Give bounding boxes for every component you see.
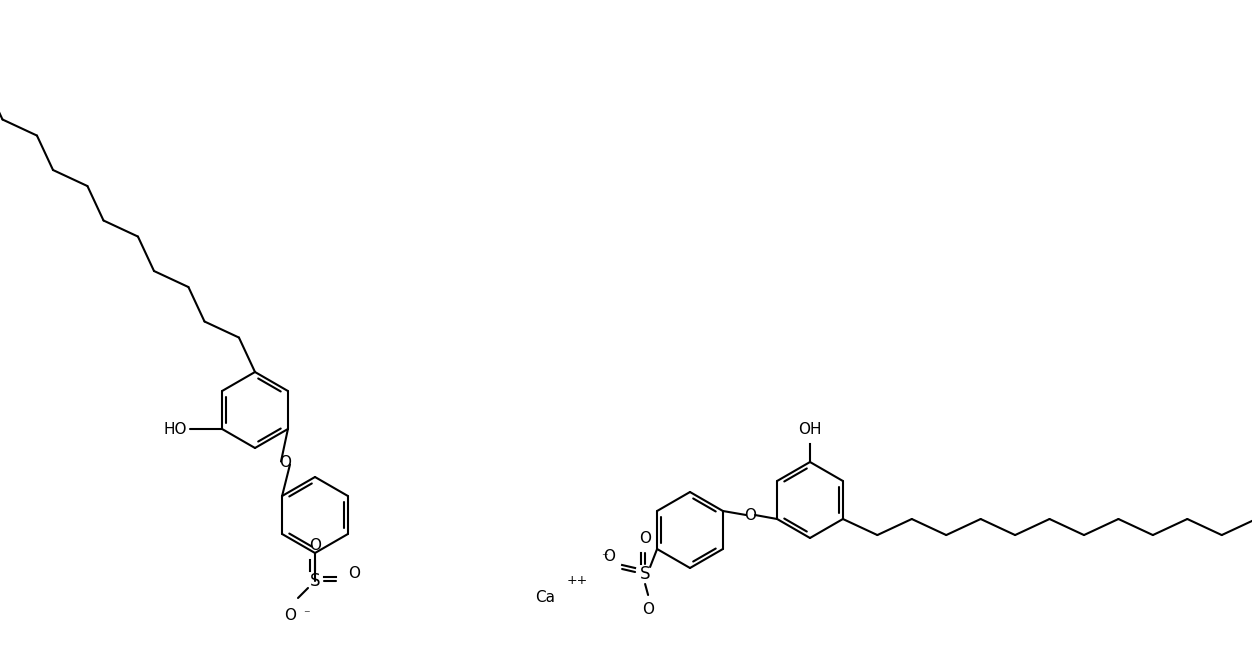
Text: O: O <box>284 608 295 623</box>
Text: S: S <box>309 572 321 590</box>
Text: O: O <box>279 455 290 470</box>
Text: O: O <box>603 549 615 564</box>
Text: O: O <box>348 567 361 581</box>
Text: ⁻: ⁻ <box>303 608 309 621</box>
Text: O: O <box>642 602 654 617</box>
Text: O: O <box>744 507 756 523</box>
Text: O: O <box>639 531 651 546</box>
Text: ⁻: ⁻ <box>601 551 608 564</box>
Text: O: O <box>309 538 321 553</box>
Text: ++: ++ <box>567 574 588 587</box>
Text: OH: OH <box>799 422 821 437</box>
Text: HO: HO <box>164 422 187 436</box>
Text: Ca: Ca <box>535 589 555 604</box>
Text: S: S <box>640 565 650 583</box>
